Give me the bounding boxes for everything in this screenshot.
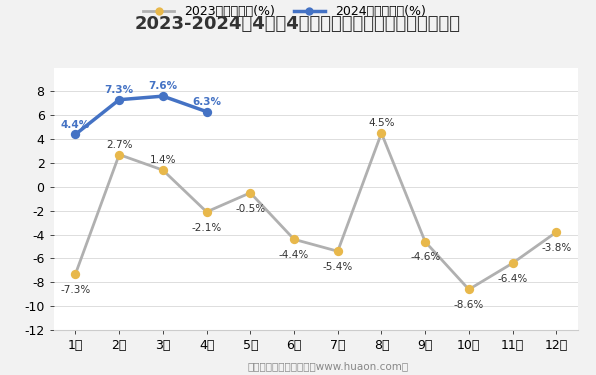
- Text: 4.5%: 4.5%: [368, 118, 395, 128]
- Point: [71, 271, 80, 277]
- Text: -6.4%: -6.4%: [498, 274, 527, 284]
- Legend: 2023年环比增长(%), 2024年环比增长(%): 2023年环比增长(%), 2024年环比增长(%): [138, 0, 431, 23]
- Point: [114, 97, 124, 103]
- Text: -4.6%: -4.6%: [410, 252, 440, 262]
- Point: [202, 109, 212, 115]
- Point: [464, 286, 474, 292]
- Point: [158, 167, 167, 173]
- Text: -8.6%: -8.6%: [454, 300, 484, 310]
- Point: [551, 229, 561, 235]
- Text: -2.1%: -2.1%: [191, 223, 222, 232]
- Text: 7.3%: 7.3%: [105, 85, 134, 95]
- Text: 6.3%: 6.3%: [192, 97, 221, 107]
- Point: [246, 190, 255, 196]
- Text: 制图：华经产业研究院（www.huaon.com）: 制图：华经产业研究院（www.huaon.com）: [247, 361, 408, 371]
- Text: -0.5%: -0.5%: [235, 204, 265, 213]
- Point: [377, 130, 386, 136]
- Point: [202, 209, 212, 215]
- Text: 2.7%: 2.7%: [106, 140, 132, 150]
- Point: [333, 248, 343, 254]
- Text: -5.4%: -5.4%: [322, 262, 353, 272]
- Point: [508, 260, 517, 266]
- Text: -3.8%: -3.8%: [541, 243, 572, 253]
- Text: 7.6%: 7.6%: [148, 81, 178, 92]
- Text: 1.4%: 1.4%: [150, 155, 176, 165]
- Point: [289, 236, 299, 242]
- Text: 4.4%: 4.4%: [61, 120, 90, 129]
- Text: -4.4%: -4.4%: [279, 250, 309, 260]
- Point: [158, 93, 167, 99]
- Text: -7.3%: -7.3%: [60, 285, 91, 295]
- Point: [71, 131, 80, 137]
- Point: [114, 152, 124, 157]
- Point: [420, 239, 430, 245]
- Text: 2023-2024年4月仙4猪（普通）集贸市场价格环比增速: 2023-2024年4月仙4猪（普通）集贸市场价格环比增速: [135, 15, 461, 33]
